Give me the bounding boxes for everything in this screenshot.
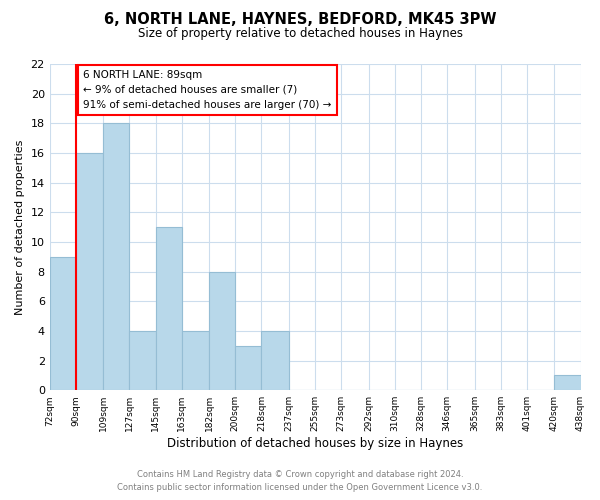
Bar	[50, 257, 76, 390]
Bar	[103, 124, 130, 390]
Bar	[262, 331, 289, 390]
Text: 6 NORTH LANE: 89sqm
← 9% of detached houses are smaller (7)
91% of semi-detached: 6 NORTH LANE: 89sqm ← 9% of detached hou…	[83, 70, 331, 110]
Text: 6, NORTH LANE, HAYNES, BEDFORD, MK45 3PW: 6, NORTH LANE, HAYNES, BEDFORD, MK45 3PW	[104, 12, 496, 28]
Bar	[209, 272, 235, 390]
Bar	[182, 331, 209, 390]
Text: Size of property relative to detached houses in Haynes: Size of property relative to detached ho…	[137, 28, 463, 40]
Bar	[235, 346, 262, 390]
X-axis label: Distribution of detached houses by size in Haynes: Distribution of detached houses by size …	[167, 437, 463, 450]
Y-axis label: Number of detached properties: Number of detached properties	[15, 140, 25, 315]
Text: Contains HM Land Registry data © Crown copyright and database right 2024.
Contai: Contains HM Land Registry data © Crown c…	[118, 470, 482, 492]
Bar	[554, 376, 581, 390]
Bar	[155, 227, 182, 390]
Bar	[130, 331, 155, 390]
Bar	[76, 153, 103, 390]
